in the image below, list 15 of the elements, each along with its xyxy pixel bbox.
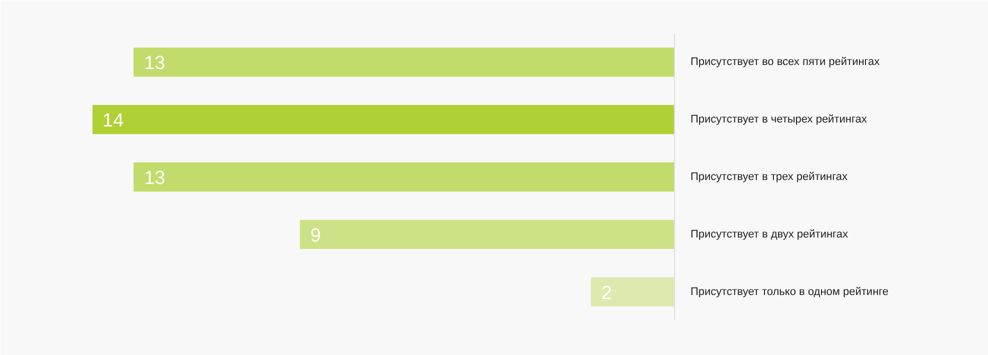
bar [134,162,674,192]
y-tick-label: Присутствует в двух рейтингах [690,228,848,240]
bar [92,105,674,134]
y-tick-label: Присутствует в четырех рейтингах [690,114,868,126]
data-label: 9 [310,225,321,246]
bar [590,277,674,306]
y-tick-label: Присутствует только в одном рейтинге [690,286,889,298]
data-label: 13 [144,53,166,74]
bar [300,220,674,249]
y-tick-label: Присутствует в трех рейтингах [690,171,848,183]
data-label: 14 [102,110,124,132]
y-tick-label: Присутствует во всех пяти рейтингах [690,56,880,68]
data-label: 13 [144,168,166,189]
bar [134,48,674,77]
data-label: 2 [601,282,612,304]
